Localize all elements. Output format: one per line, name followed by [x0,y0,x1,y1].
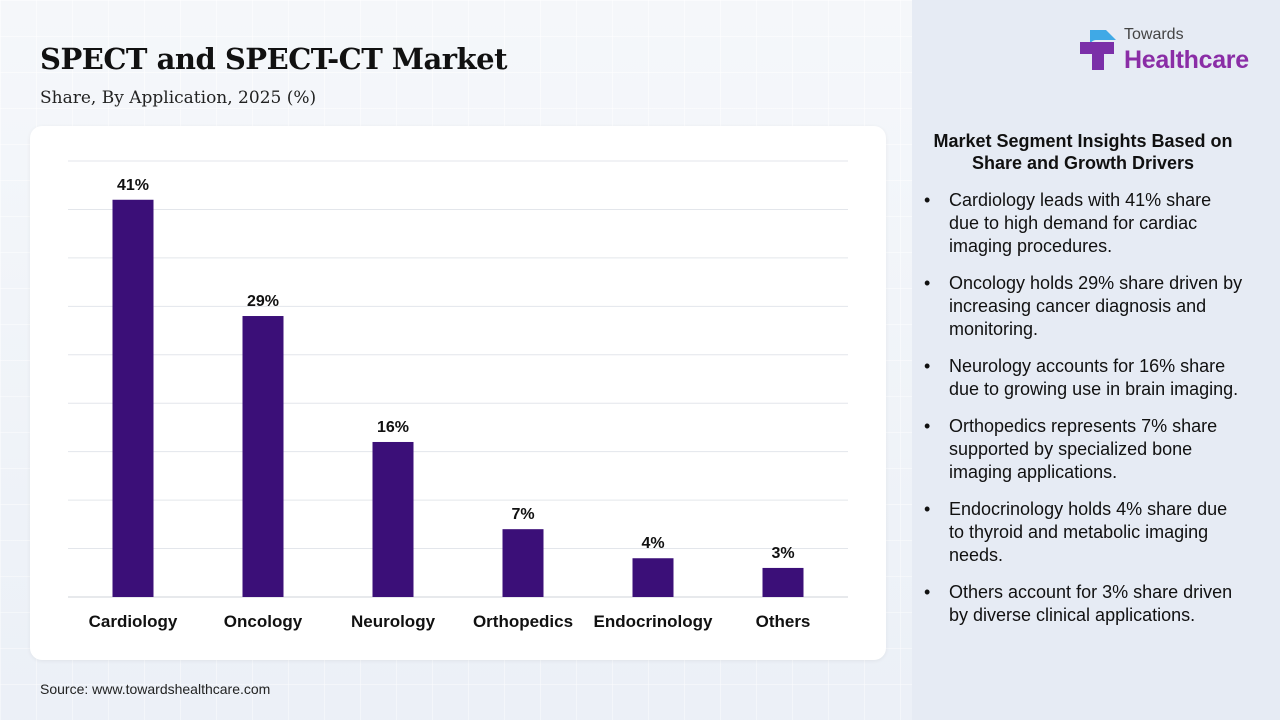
page-title: SPECT and SPECT-CT Market [40,42,507,76]
data-labels: 41% 29% 16% 7% 4% 3% [117,177,795,562]
logo-text-healthcare: Healthcare [1124,46,1249,74]
category-label: Others [756,612,811,631]
category-label: Neurology [351,612,436,631]
insight-text: Neurology accounts for 16% share due to … [949,356,1239,399]
category-labels: Cardiology Oncology Neurology Orthopedics En… [89,612,811,631]
insight-item: • Orthopedics represents 7% share support… [924,415,1244,484]
medical-cross-icon [1080,30,1116,70]
category-label: Cardiology [89,612,178,631]
data-label: 7% [511,506,534,523]
bar-neurology [372,441,414,597]
bullet-icon: • [924,273,931,293]
insight-text: Orthopedics represents 7% share supporte… [949,416,1218,482]
bullet-icon: • [924,499,931,519]
category-label: Endocrinology [594,612,714,631]
insights-list: • Cardiology leads with 41% share due to … [924,189,1244,641]
data-label: 3% [771,545,794,562]
bar-cardiology [112,199,154,597]
source-note: Source: www.towardshealthcare.com [40,681,271,697]
insight-text: Endocrinology holds 4% share due to thyr… [949,499,1228,565]
data-label: 29% [247,293,279,310]
bullet-icon: • [924,582,931,602]
insight-text: Oncology holds 29% share driven by incre… [949,273,1243,339]
insights-heading: Market Segment Insights Based on Share a… [933,131,1233,173]
insights-panel [912,0,1280,720]
bar-endocrinology [632,558,674,597]
page-subtitle: Share, By Application, 2025 (%) [40,88,317,108]
insight-item: • Endocrinology holds 4% share due to thy… [924,498,1244,567]
insight-item: • Cardiology leads with 41% share due to … [924,189,1244,258]
brand-logo: Towards Healthcare [1078,26,1258,78]
bullet-icon: • [924,190,931,210]
category-label: Orthopedics [473,612,573,631]
bullet-icon: • [924,416,931,436]
insight-text: Cardiology leads with 41% share due to h… [949,190,1212,256]
bar-chart: 41% 29% 16% 7% 4% 3% Cardiology Oncology Neurol… [68,160,848,631]
grid-lines [68,160,848,598]
data-label: 16% [377,419,409,436]
bar-orthopedics [502,529,544,597]
data-label: 4% [641,535,664,552]
bar-others [762,567,804,597]
chart-card: 41% 29% 16% 7% 4% 3% Cardiology Oncology Neurol… [30,126,886,660]
logo-text-towards: Towards [1124,26,1184,43]
insight-item: • Neurology accounts for 16% share due to… [924,355,1244,401]
category-label: Oncology [224,612,303,631]
insight-item: • Oncology holds 29% share driven by incr… [924,272,1244,341]
insight-text: Others account for 3% share driven by di… [949,582,1233,625]
bars [112,199,804,597]
insight-item: • Others account for 3% share driven by d… [924,581,1244,627]
bullet-icon: • [924,356,931,376]
data-label: 41% [117,177,149,194]
bar-oncology [242,316,284,597]
